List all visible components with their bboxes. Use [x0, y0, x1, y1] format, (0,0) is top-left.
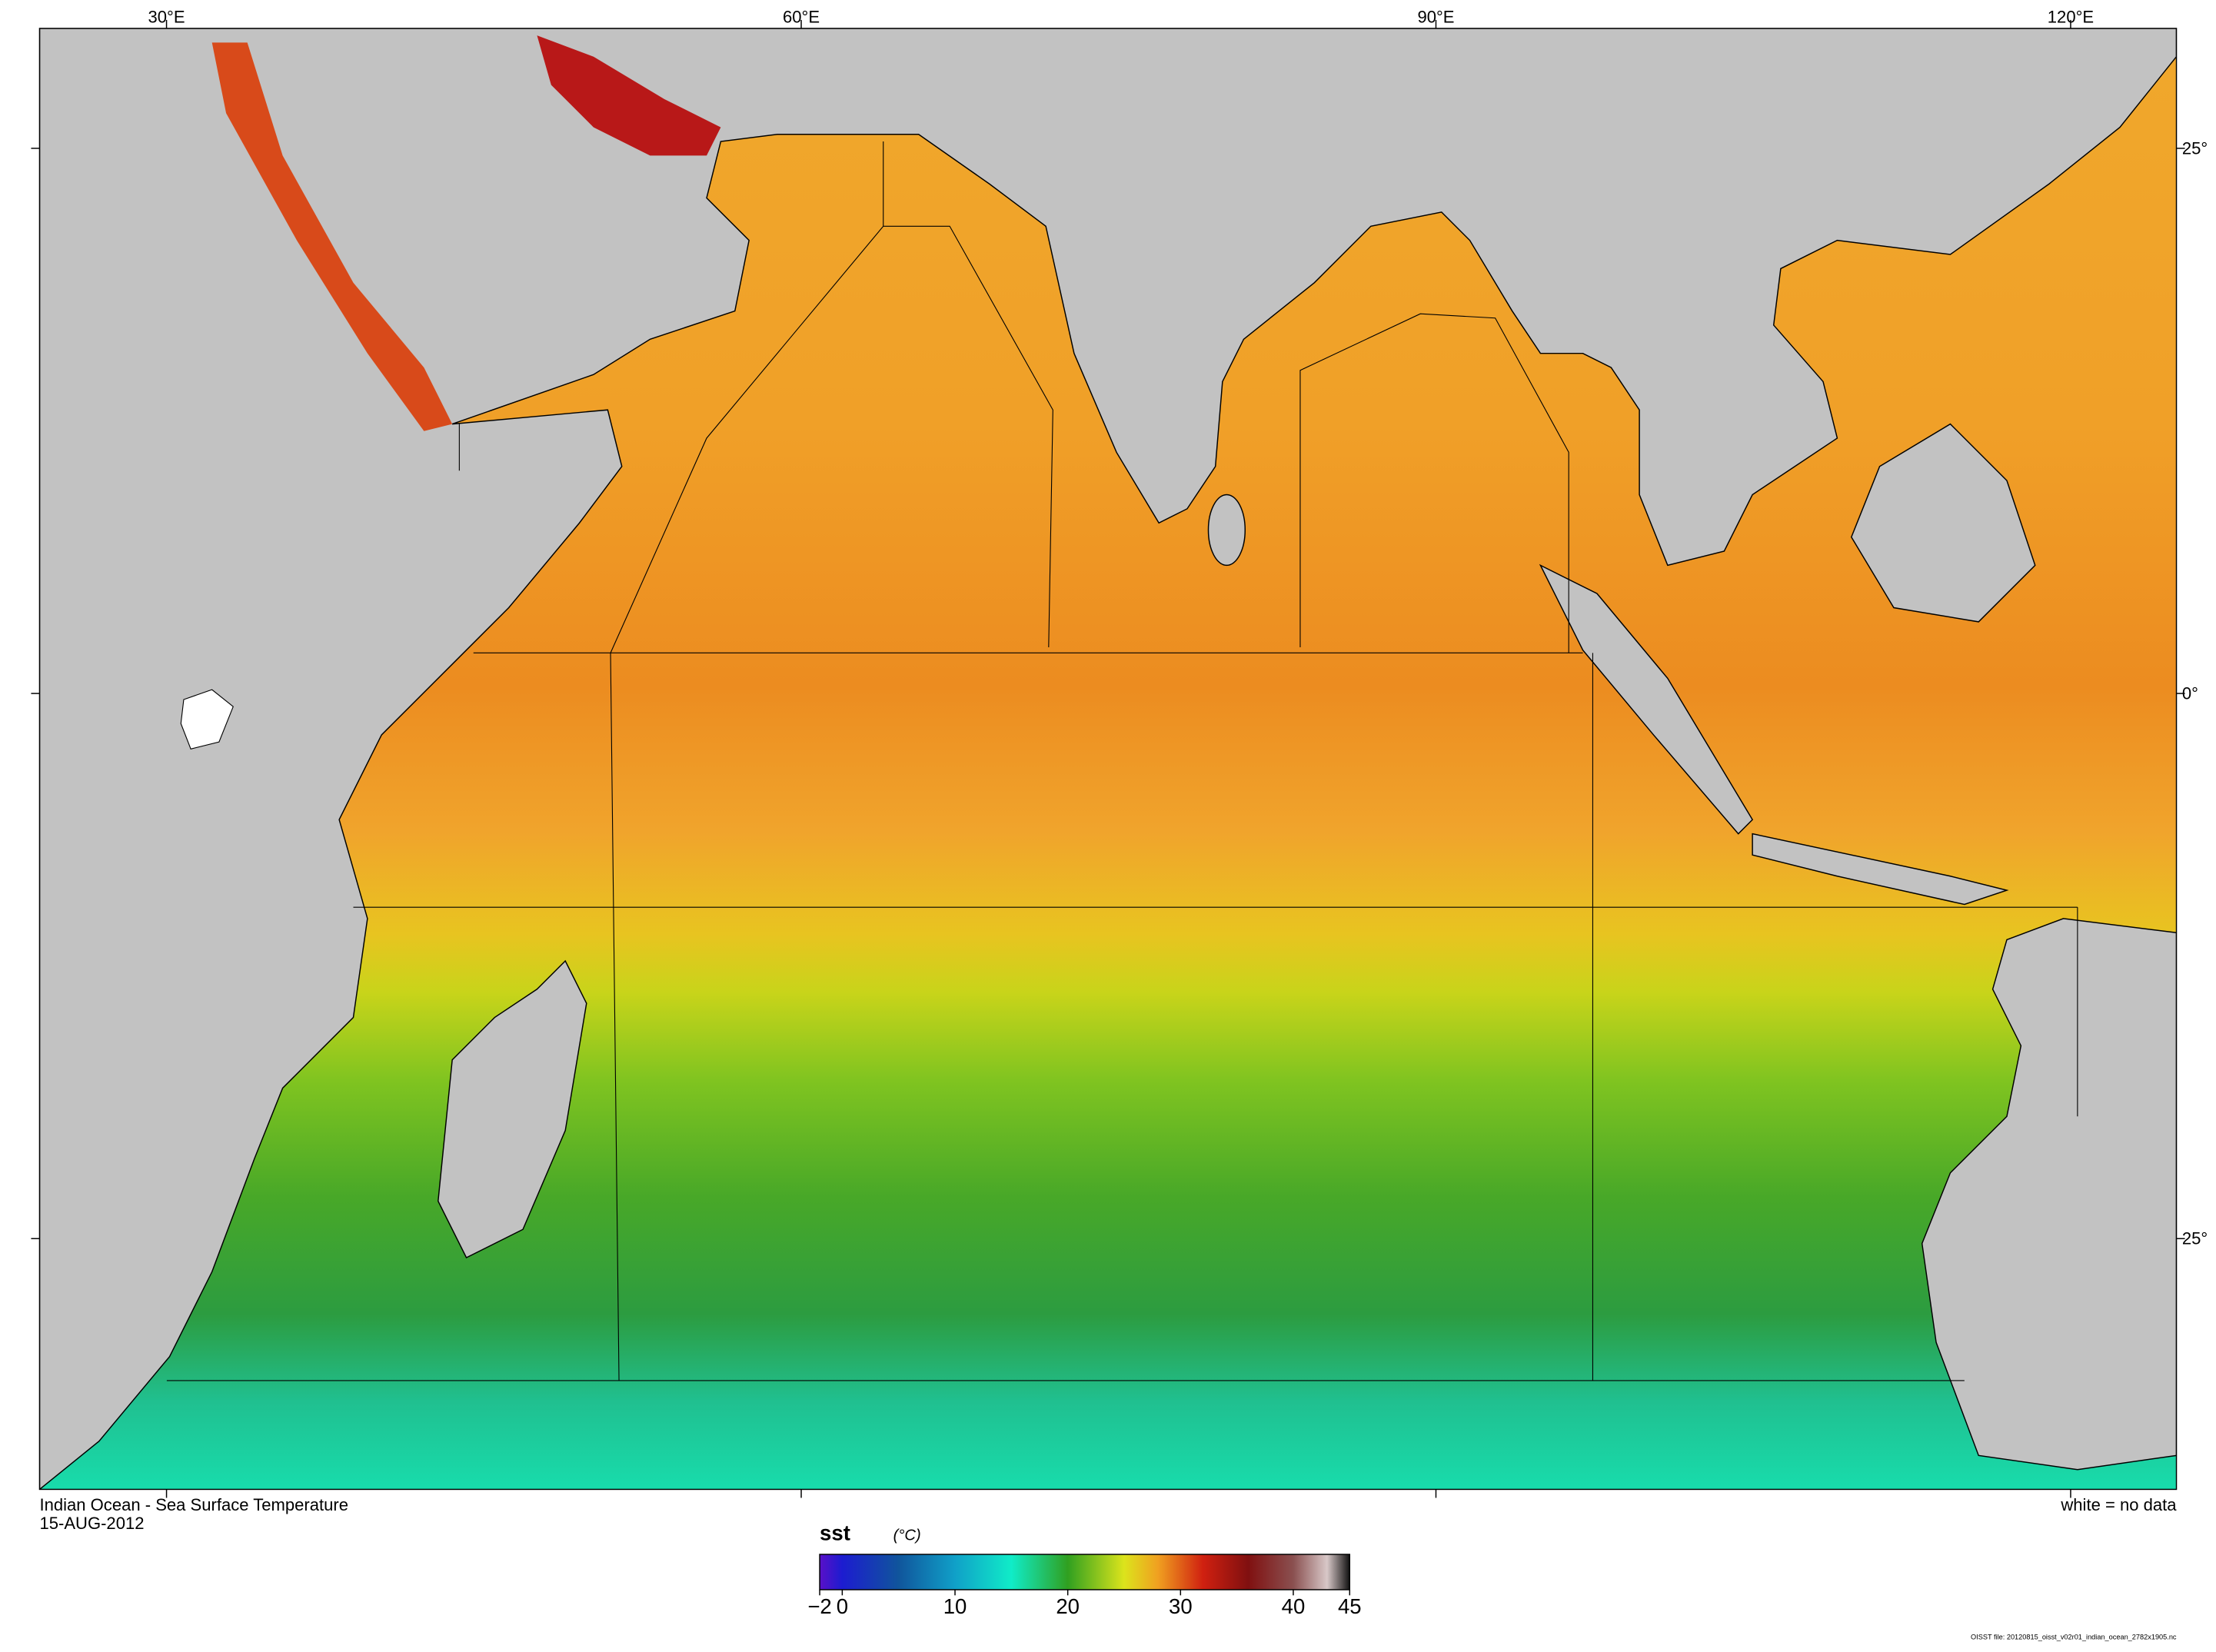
- australia: [1921, 918, 2177, 1471]
- y-tick-label: 25°: [2182, 1229, 2208, 1248]
- colorbar-label: sst: [820, 1521, 850, 1545]
- no-data-note: white = no data: [2060, 1495, 2177, 1514]
- colorbar-tick-label: 20: [1056, 1594, 1080, 1618]
- no-data-island: [180, 689, 234, 750]
- colorbar-units: (°C): [893, 1527, 921, 1544]
- map-date: 15-AUG-2012: [39, 1514, 144, 1533]
- map-frame: [38, 28, 2178, 1491]
- colorbar-tick-label: −2: [807, 1594, 831, 1618]
- red-sea: [211, 42, 453, 431]
- region-boundaries: [166, 141, 2078, 1381]
- colorbar-tick-label: 10: [943, 1594, 967, 1618]
- colorbar-tick-label: 40: [1282, 1594, 1306, 1618]
- file-name: OISST file: 20120815_oisst_v02r01_indian…: [1971, 1633, 2177, 1640]
- x-tick-label: 30°E: [148, 8, 185, 27]
- y-tick-label: 25°: [2182, 138, 2208, 158]
- colorbar-tick-label: 45: [1338, 1594, 1362, 1618]
- sumatra: [1539, 563, 1754, 835]
- map-title: Indian Ocean - Sea Surface Temperature: [39, 1495, 348, 1514]
- sri-lanka: [1207, 494, 1246, 567]
- madagascar: [438, 959, 587, 1258]
- map-area: [39, 28, 2177, 1490]
- y-tick-label: 0°: [2182, 683, 2198, 703]
- java: [1752, 833, 2009, 906]
- borneo: [1850, 423, 2036, 623]
- colorbar-tick-label: 30: [1169, 1594, 1193, 1618]
- colorbar: [819, 1554, 1351, 1591]
- x-tick-label: 90°E: [1417, 8, 1454, 27]
- colorbar-tick-label: 0: [837, 1594, 848, 1618]
- x-tick-label: 60°E: [783, 8, 820, 27]
- x-tick-label: 120°E: [2048, 8, 2094, 27]
- persian-gulf: [537, 35, 721, 156]
- land: [39, 28, 2177, 1490]
